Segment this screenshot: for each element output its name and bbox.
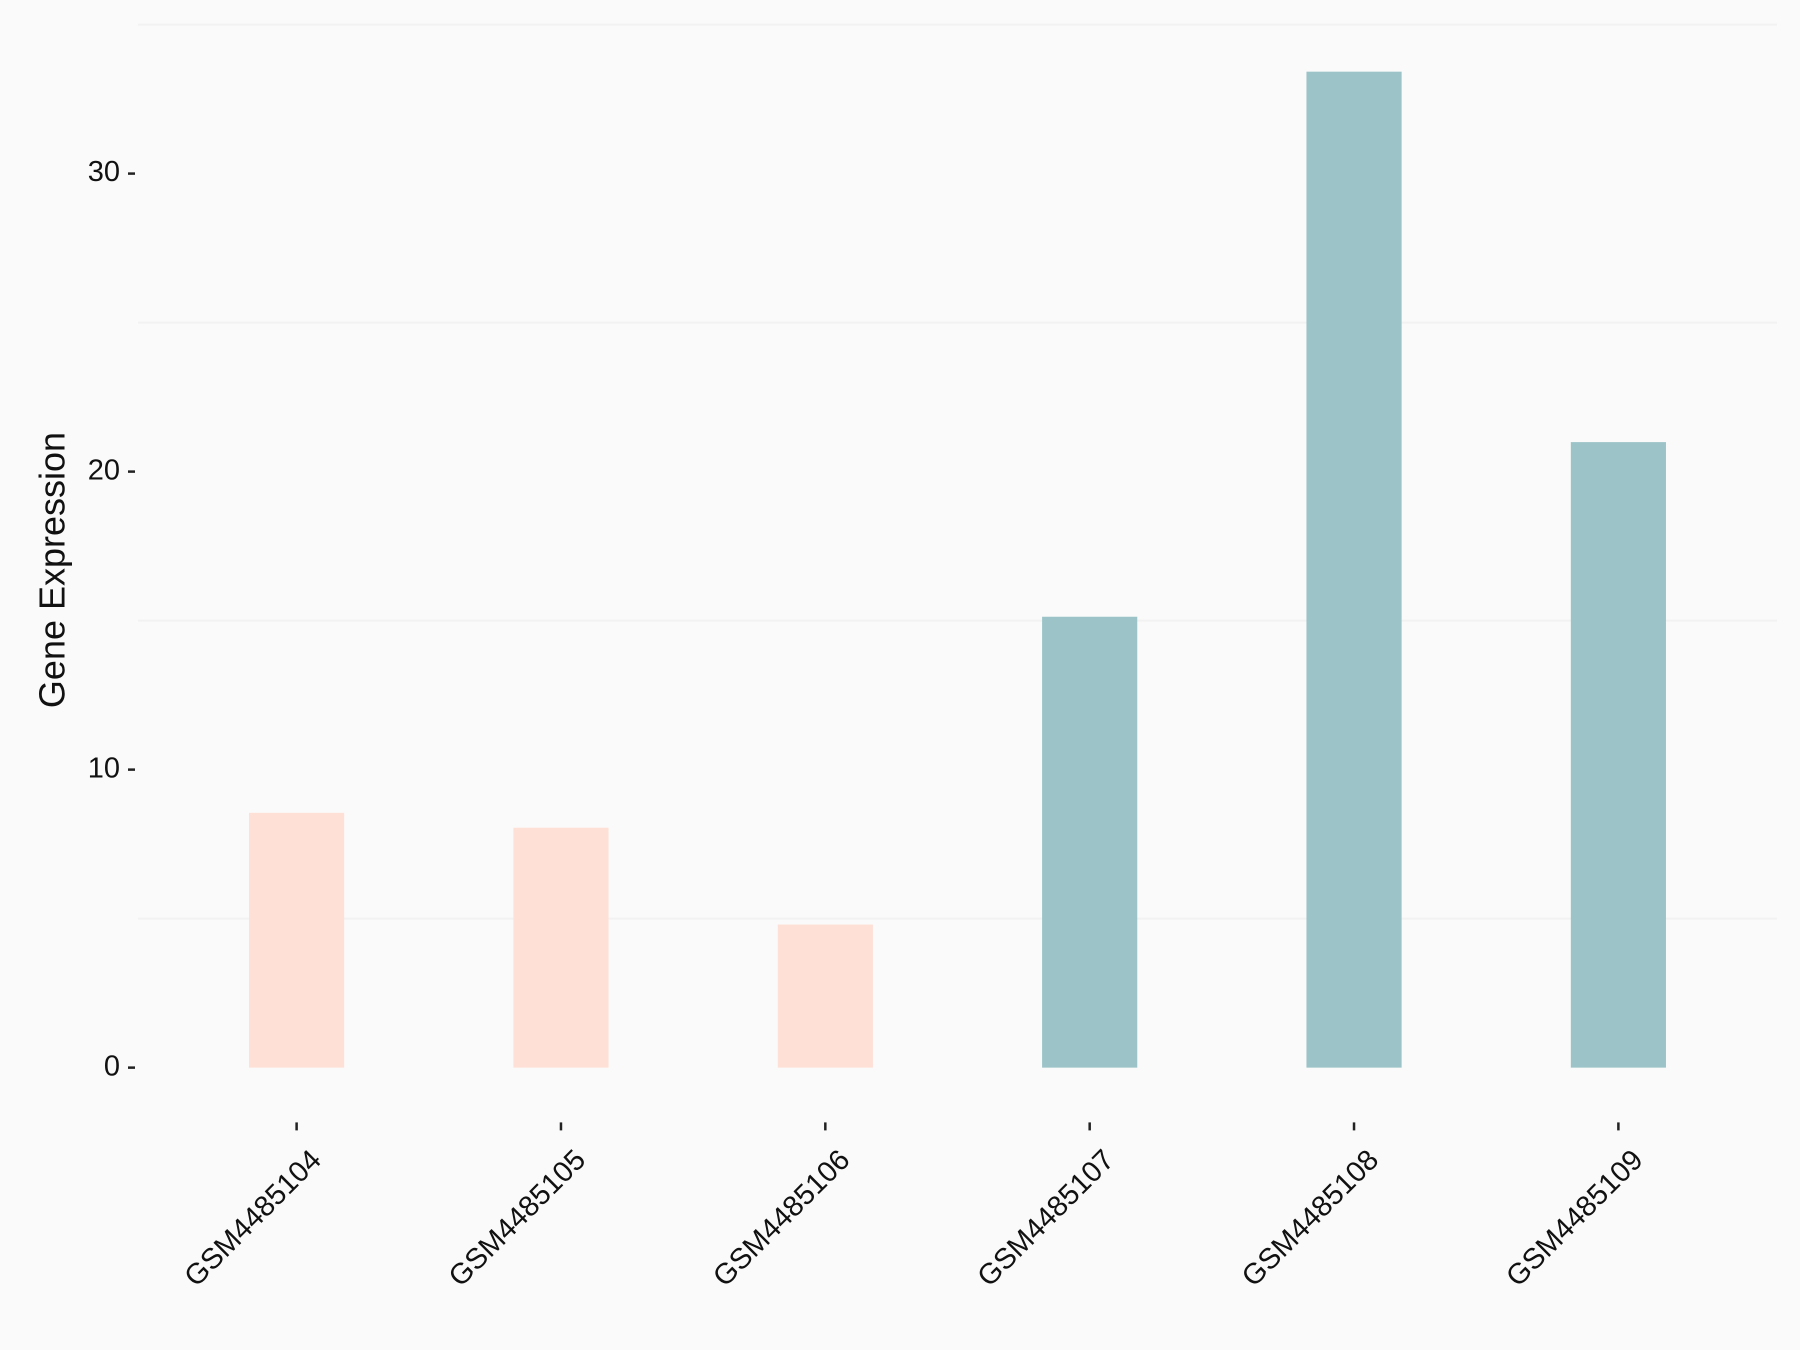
y-axis-label: Gene Expression: [32, 432, 73, 708]
bar: [513, 827, 609, 1068]
bar: [1042, 616, 1138, 1068]
y-tick-label: 0: [104, 1050, 120, 1082]
bar: [1570, 442, 1666, 1068]
y-tick-label: 30: [88, 156, 120, 188]
bar: [1306, 71, 1402, 1068]
bar: [777, 924, 873, 1068]
y-tick-label: 20: [88, 454, 120, 486]
y-tick-label: 10: [88, 752, 120, 784]
bar: [249, 812, 345, 1068]
